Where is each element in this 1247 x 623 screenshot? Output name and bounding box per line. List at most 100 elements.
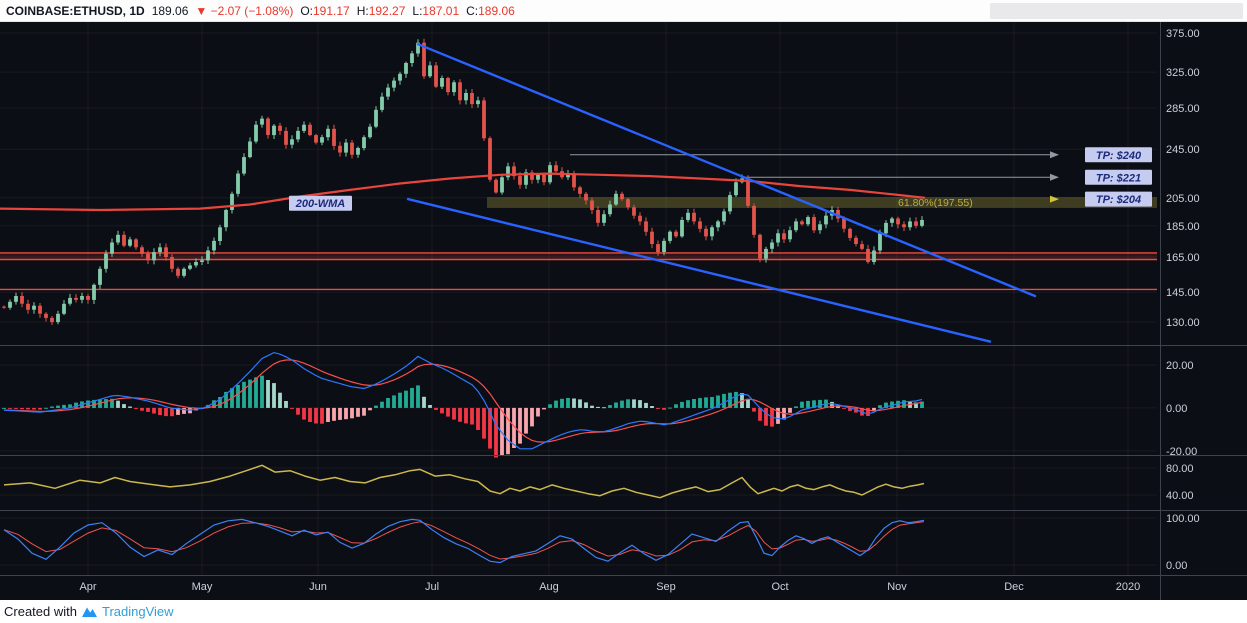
price-tick-label: 375.00	[1166, 28, 1200, 40]
candle	[308, 124, 312, 136]
target-label-box[interactable]	[1085, 191, 1152, 207]
stoch-d-line	[3, 521, 925, 560]
macd-histogram-bar	[164, 407, 168, 417]
macd-histogram-bar	[884, 402, 888, 408]
time-axis-label[interactable]: Jun	[309, 581, 327, 593]
trendline[interactable]	[416, 43, 1037, 298]
header-toolbar-placeholder[interactable]	[990, 3, 1243, 19]
candle	[734, 182, 738, 196]
target-arrow-icon	[1050, 151, 1059, 159]
macd-histogram-bar	[590, 405, 594, 408]
macd-line	[3, 351, 923, 450]
candle	[278, 125, 282, 131]
candle	[368, 126, 372, 138]
macd-histogram-bar	[572, 398, 576, 408]
candle	[344, 142, 348, 153]
close-field: C:189.06	[466, 4, 515, 18]
candle	[68, 297, 72, 304]
candle	[722, 211, 726, 222]
wma-200-line[interactable]	[0, 172, 926, 212]
symbol-title[interactable]: COINBASE:ETHUSD, 1D	[6, 3, 145, 18]
open-label: O:	[300, 3, 313, 18]
target-label-box[interactable]	[1085, 147, 1152, 163]
wma-label-box[interactable]	[289, 195, 352, 211]
macd-histogram-bar	[692, 399, 696, 408]
time-axis[interactable]	[0, 575, 1157, 600]
candle	[446, 78, 450, 93]
time-axis-label[interactable]: Sep	[656, 581, 676, 593]
stoch-tick-label: 100.00	[1166, 513, 1200, 525]
created-with-text: Created with	[4, 604, 77, 619]
candle	[8, 301, 12, 308]
time-axis-label[interactable]: 2020	[1116, 581, 1140, 593]
candle	[290, 139, 294, 145]
candle	[818, 224, 822, 231]
time-axis-label[interactable]: Aug	[539, 581, 559, 593]
macd-histogram-bar	[20, 407, 24, 410]
macd-histogram-bar	[392, 395, 396, 408]
macd-histogram-bar	[662, 407, 666, 410]
candle	[236, 173, 240, 194]
candle	[776, 233, 780, 243]
target-label-box[interactable]	[1085, 169, 1152, 185]
time-axis-label[interactable]: Apr	[79, 581, 96, 593]
candle	[74, 297, 78, 300]
candle	[494, 179, 498, 193]
candle	[122, 234, 126, 246]
time-axis-label[interactable]: Jul	[425, 581, 439, 593]
price-tick-label: 325.00	[1166, 67, 1200, 79]
candle	[512, 166, 516, 177]
macd-histogram-bar	[410, 388, 414, 408]
macd-tick-label: 20.00	[1166, 360, 1194, 372]
macd-histogram-bar	[530, 407, 534, 427]
price-tick-label: 245.00	[1166, 144, 1200, 156]
macd-histogram-bar	[800, 401, 804, 408]
macd-histogram-bar	[620, 400, 624, 408]
candle	[152, 252, 156, 261]
macd-histogram-bar	[518, 407, 522, 444]
macd-histogram-bar	[506, 407, 510, 455]
macd-histogram-bar	[542, 407, 546, 410]
candle	[884, 222, 888, 234]
macd-histogram-bar	[476, 407, 480, 430]
macd-histogram-bar	[626, 399, 630, 408]
macd-histogram-bar	[686, 400, 690, 408]
candle	[626, 199, 630, 208]
time-axis-label[interactable]: May	[192, 581, 213, 593]
candle	[632, 207, 636, 216]
candle	[398, 73, 402, 81]
macd-histogram-bar	[74, 402, 78, 408]
candle	[752, 205, 756, 235]
candle	[890, 218, 894, 223]
candle	[878, 233, 882, 251]
macd-histogram-bar	[788, 407, 792, 413]
support-zone[interactable]	[0, 252, 1157, 260]
candle	[212, 240, 216, 251]
chart-area[interactable]: 375.00 325.00 285.00 245.00 205.00 185.00 165.…	[0, 22, 1247, 600]
macd-histogram-bar	[776, 407, 780, 424]
macd-histogram-bar	[482, 407, 486, 439]
chart-canvas[interactable]: 375.00 325.00 285.00 245.00 205.00 185.00 165.…	[0, 22, 1247, 600]
candle	[854, 237, 858, 244]
target-label-text: TP: $204	[1096, 194, 1141, 206]
attribution-bar: Created with TradingView	[0, 600, 1247, 623]
candle	[488, 138, 492, 180]
trendline[interactable]	[406, 197, 992, 343]
macd-histogram-bar	[728, 392, 732, 408]
fib-retracement-zone[interactable]	[487, 197, 1157, 208]
tradingview-brand[interactable]: TradingView	[101, 604, 174, 619]
macd-histogram-bar	[524, 407, 528, 434]
candle	[596, 210, 600, 223]
macd-histogram-bar	[356, 407, 360, 417]
tradingview-logo-icon[interactable]	[81, 604, 98, 619]
candle	[32, 305, 36, 310]
price-tick-label: 185.00	[1166, 221, 1200, 233]
macd-histogram-bar	[752, 407, 756, 412]
candle	[848, 228, 852, 238]
macd-histogram-bar	[602, 407, 606, 409]
macd-histogram-bar	[716, 395, 720, 408]
price-axis[interactable]	[1160, 22, 1247, 575]
time-axis-label[interactable]: Oct	[771, 581, 788, 593]
time-axis-label[interactable]: Dec	[1004, 581, 1024, 593]
time-axis-label[interactable]: Nov	[887, 581, 907, 593]
